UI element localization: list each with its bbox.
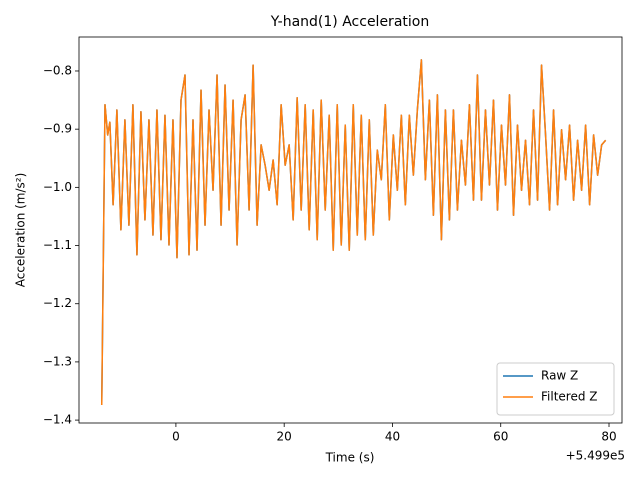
y-tick-label: −1.2 — [43, 296, 72, 310]
series-line — [100, 59, 607, 405]
x-tick-label: 20 — [277, 430, 292, 444]
y-tick-label: −1.3 — [43, 354, 72, 368]
y-tick-label: −1.1 — [43, 238, 72, 252]
y-tick-label: −0.9 — [43, 122, 72, 136]
x-tick-label: 80 — [601, 430, 616, 444]
plot-frame — [78, 36, 623, 424]
x-axis-label: Time (s) — [325, 451, 375, 465]
plot-lines — [100, 59, 607, 405]
legend-label: Raw Z — [541, 369, 578, 383]
y-axis-label: Acceleration (m/s²) — [14, 173, 28, 288]
y-tick-label: −1.0 — [43, 180, 72, 194]
chart-title: Y-hand(1) Acceleration — [270, 14, 429, 30]
x-tick-label: 60 — [493, 430, 508, 444]
x-tick-label: 0 — [172, 430, 180, 444]
x-offset-text: +5.499e5 — [566, 449, 625, 463]
y-tick-label: −0.8 — [43, 63, 72, 77]
legend-label: Filtered Z — [541, 390, 598, 404]
y-tick-label: −1.4 — [43, 413, 72, 427]
x-tick-label: 40 — [385, 430, 400, 444]
